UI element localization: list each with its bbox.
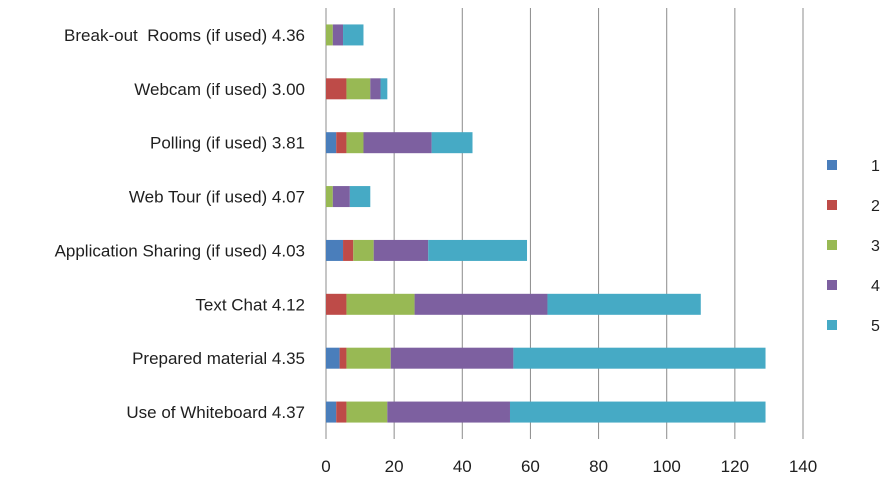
legend-swatch-2 <box>827 200 837 210</box>
bar-segment-series-5 <box>343 24 364 46</box>
bar-segment-series-4 <box>414 293 548 315</box>
bar-segment-series-3 <box>326 186 333 208</box>
bar-segment-series-4 <box>387 401 510 423</box>
bars <box>326 24 766 423</box>
legend-swatch-3 <box>827 240 837 250</box>
bar-segment-series-5 <box>349 186 371 208</box>
bar-segment-series-5 <box>380 78 388 100</box>
gridlines <box>325 8 804 439</box>
bar-segment-series-3 <box>346 401 388 423</box>
bar-segment-series-1 <box>326 401 337 423</box>
bar-segment-series-5 <box>547 293 701 315</box>
x-tick-label: 40 <box>453 457 472 476</box>
x-tick-labels: 0 20 40 60 80 100 120 140 <box>321 457 817 476</box>
bar-segment-series-3 <box>353 239 374 261</box>
bar-segment-series-2 <box>343 239 354 261</box>
bar-segment-series-2 <box>326 293 347 315</box>
legend: 1 2 3 4 5 <box>827 158 880 335</box>
legend-label: 4 <box>871 278 880 295</box>
category-label: Use of Whiteboard 4.37 <box>126 403 305 422</box>
x-tick-label: 80 <box>589 457 608 476</box>
category-label: Break-out Rooms (if used) 4.36 <box>64 26 305 45</box>
legend-swatch-5 <box>827 320 837 330</box>
bar-segment-series-3 <box>346 132 364 154</box>
x-tick-label: 100 <box>653 457 681 476</box>
bar-segment-series-5 <box>431 132 473 154</box>
bar-segment-series-4 <box>332 186 350 208</box>
bar-segment-series-3 <box>326 24 333 46</box>
bar-segment-series-1 <box>326 132 337 154</box>
legend-swatch-4 <box>827 280 837 290</box>
x-tick-label: 60 <box>521 457 540 476</box>
bar-segment-series-3 <box>346 78 371 100</box>
bar-segment-series-2 <box>326 78 347 100</box>
bar-segment-series-5 <box>509 401 766 423</box>
legend-label: 1 <box>871 158 880 175</box>
bar-segment-series-2 <box>336 132 347 154</box>
category-label: Prepared material 4.35 <box>132 349 305 368</box>
category-label: Web Tour (if used) 4.07 <box>129 188 305 207</box>
bar-segment-series-2 <box>339 347 347 369</box>
bar-segment-series-4 <box>332 24 344 46</box>
bar-segment-series-3 <box>346 347 391 369</box>
bar-segment-series-4 <box>373 239 429 261</box>
category-labels: Break-out Rooms (if used) 4.36 Webcam (if… <box>55 26 305 422</box>
bar-segment-series-3 <box>346 293 415 315</box>
bar-segment-series-1 <box>326 239 344 261</box>
legend-label: 2 <box>871 198 880 215</box>
category-label: Application Sharing (if used) 4.03 <box>55 241 305 260</box>
category-label: Polling (if used) 3.81 <box>150 134 305 153</box>
legend-label: 3 <box>871 238 880 255</box>
x-tick-label: 20 <box>385 457 404 476</box>
bar-segment-series-4 <box>390 347 514 369</box>
bar-segment-series-2 <box>336 401 347 423</box>
bar-segment-series-5 <box>428 239 528 261</box>
x-tick-label: 0 <box>321 457 330 476</box>
bar-segment-series-5 <box>513 347 766 369</box>
x-tick-label: 120 <box>721 457 749 476</box>
bar-segment-series-4 <box>370 78 381 100</box>
legend-label: 5 <box>871 318 880 335</box>
category-label: Text Chat 4.12 <box>195 295 305 314</box>
bar-segment-series-1 <box>326 347 340 369</box>
legend-swatch-1 <box>827 160 837 170</box>
bar-segment-series-4 <box>363 132 432 154</box>
x-tick-label: 140 <box>789 457 817 476</box>
category-label: Webcam (if used) 3.00 <box>134 80 305 99</box>
